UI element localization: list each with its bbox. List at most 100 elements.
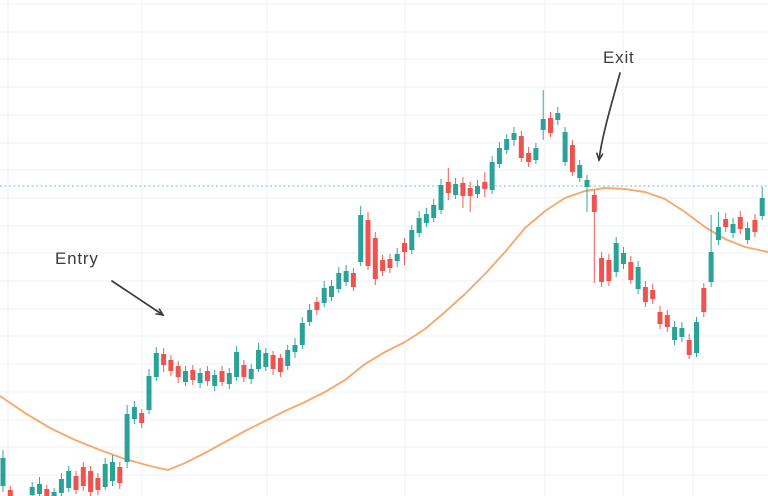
annotation-arrows: [111, 72, 621, 315]
candle-body: [95, 478, 101, 490]
candle-body: [204, 371, 210, 381]
candle-body: [723, 219, 729, 227]
candle-body: [562, 132, 568, 162]
candle-body: [58, 479, 64, 493]
candle-body: [416, 218, 422, 233]
candle-body: [606, 260, 612, 281]
candle-body: [745, 228, 751, 240]
candle-body: [475, 186, 480, 194]
candle-body: [460, 183, 466, 196]
candle-body: [635, 267, 641, 289]
candle-body: [358, 215, 364, 262]
candle-body: [212, 375, 218, 386]
candle-body: [584, 180, 590, 187]
candle-body: [117, 467, 123, 483]
candle-body: [694, 322, 699, 353]
candle-body: [518, 136, 524, 158]
candle-body: [44, 489, 50, 496]
candle-body: [372, 238, 378, 279]
candle-body: [708, 252, 714, 282]
candle-body: [387, 259, 393, 268]
candle-body: [88, 471, 94, 492]
candle-body: [548, 118, 553, 133]
candle-body: [299, 323, 305, 345]
entry-annotation-label: Entry: [55, 249, 99, 268]
candle-body: [380, 260, 386, 271]
candle-body: [168, 360, 174, 371]
candle-body: [730, 224, 736, 233]
candles-layer: [0, 90, 765, 496]
candle-body: [621, 253, 626, 264]
candle-body: [248, 369, 254, 379]
candle-body: [161, 354, 167, 365]
candle-body: [219, 371, 225, 382]
candle-body: [752, 220, 758, 232]
candle-body: [110, 462, 115, 481]
candle-body: [226, 373, 232, 384]
candle-body: [759, 198, 765, 216]
candle-body: [482, 182, 488, 189]
candle-body: [737, 217, 743, 229]
candle-body: [343, 271, 349, 282]
candle-body: [350, 273, 356, 287]
candle-body: [51, 492, 57, 496]
candle-body: [365, 220, 371, 266]
candle-body: [7, 490, 13, 496]
candle-body: [29, 487, 35, 495]
candle-body: [453, 184, 459, 195]
candle-body: [73, 476, 79, 490]
candle-body: [270, 355, 276, 369]
candle-body: [496, 148, 502, 164]
candle-body: [131, 407, 137, 419]
candle-body: [511, 133, 517, 140]
candle-body: [715, 227, 721, 240]
candle-body: [445, 182, 451, 193]
candle-body: [672, 327, 678, 340]
candle-body: [540, 119, 546, 130]
candle-body: [504, 139, 510, 150]
moving-average-line: [0, 187, 768, 471]
candle-body: [431, 205, 437, 218]
candle-body: [197, 373, 203, 383]
candle-body: [650, 290, 656, 299]
candle-body: [467, 188, 473, 196]
candle-body: [146, 376, 152, 410]
candle-body: [190, 370, 196, 380]
candle-body: [569, 145, 575, 172]
candle-body: [277, 358, 283, 372]
exit-annotation-label: Exit: [603, 48, 635, 67]
candle-body: [628, 262, 634, 280]
candle-body: [175, 366, 181, 377]
candle-body: [307, 310, 313, 322]
candle-body: [256, 350, 261, 369]
candle-body: [336, 273, 342, 289]
candle-body: [489, 162, 495, 190]
candle-body: [591, 195, 597, 212]
candle-body: [292, 345, 298, 352]
candle-body: [613, 243, 619, 272]
candle-body: [686, 340, 692, 355]
candle-body: [329, 286, 334, 297]
candle-body: [642, 287, 648, 302]
candle-body: [124, 414, 130, 462]
candle-body: [139, 413, 145, 423]
candle-body: [102, 464, 108, 487]
candle-body: [409, 230, 415, 250]
candle-body: [321, 288, 327, 303]
candle-body: [555, 113, 561, 120]
candle-body: [285, 350, 291, 366]
candle-body: [80, 467, 86, 486]
candle-body: [0, 458, 6, 486]
candle-body: [314, 302, 320, 310]
candle-body: [263, 353, 269, 367]
candle-body: [394, 254, 400, 261]
candle-body: [234, 352, 240, 377]
candle-body: [599, 258, 605, 282]
candle-body: [241, 365, 247, 377]
candle-body: [526, 153, 532, 162]
candle-body: [37, 484, 42, 494]
candle-body: [153, 353, 159, 377]
